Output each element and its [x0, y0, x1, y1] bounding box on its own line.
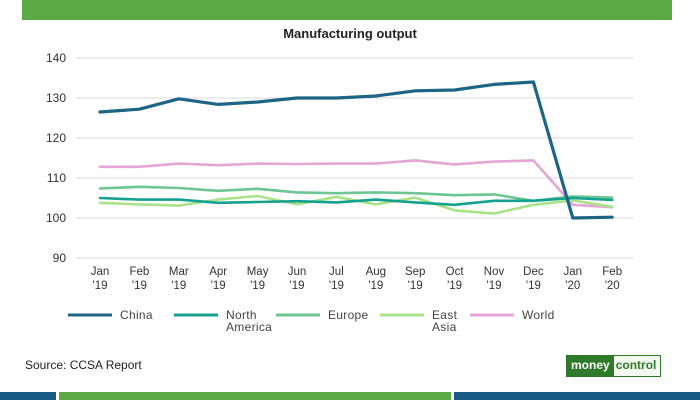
x-tick-label: '20	[605, 280, 620, 292]
x-tick-label: Nov	[484, 266, 505, 278]
legend-label: Asia	[432, 320, 457, 334]
bottom-bar-right	[454, 392, 700, 400]
source-note: Source: CCSA Report	[25, 358, 142, 372]
x-tick-label: Jul	[329, 266, 344, 278]
x-tick-label: '19	[368, 280, 383, 292]
x-tick-label: '19	[487, 280, 502, 292]
top-accent-bar	[22, 0, 672, 20]
x-tick-label: '19	[93, 280, 108, 292]
x-tick-label: '19	[132, 280, 147, 292]
x-tick-label: Mar	[169, 266, 189, 278]
legend-label: East	[432, 308, 458, 322]
x-tick-label: Jan	[91, 266, 110, 278]
logo-part-money: money	[567, 356, 614, 376]
legend-label: China	[120, 308, 153, 322]
x-tick-label: '19	[171, 280, 186, 292]
x-tick-label: Jun	[288, 266, 307, 278]
x-tick-label: May	[247, 266, 269, 278]
legend-label: World	[522, 308, 555, 322]
line-chart: 90 100 110 120 130 140 Jan '19 Feb '19 Mar '19 Apr '1…	[46, 51, 634, 334]
x-tick-label: '19	[526, 280, 541, 292]
legend-label: North	[226, 308, 257, 322]
x-tick-label: Apr	[209, 266, 227, 278]
x-tick-label: '20	[565, 280, 580, 292]
bottom-bar-middle	[59, 392, 451, 400]
x-tick-label: Jan	[564, 266, 583, 278]
series-line	[98, 196, 614, 207]
logo-part-control: control	[613, 356, 661, 376]
chart-title: Manufacturing output	[283, 26, 417, 41]
x-tick-label: '19	[250, 280, 265, 292]
series-line	[98, 80, 614, 220]
x-tick-label: '19	[211, 280, 226, 292]
y-tick-label: 140	[46, 51, 66, 65]
x-tick-label: Dec	[523, 266, 544, 278]
x-tick-label: Aug	[366, 266, 386, 278]
legend-label: America	[226, 320, 272, 334]
y-tick-label: 110	[47, 171, 66, 185]
x-tick-label: Sep	[405, 266, 425, 278]
x-tick-label: '19	[329, 280, 344, 292]
y-tick-label: 90	[53, 251, 67, 265]
x-tick-label: '19	[408, 280, 423, 292]
bottom-bar-left	[0, 392, 56, 400]
legend-label: Europe	[328, 308, 369, 322]
moneycontrol-logo: money control	[566, 355, 662, 377]
x-tick-label: Oct	[446, 266, 465, 278]
x-tick-label: '19	[447, 280, 462, 292]
x-tick-label: Feb	[129, 266, 149, 278]
series-line	[98, 159, 614, 209]
x-tick-label: Feb	[602, 266, 622, 278]
y-tick-label: 120	[46, 131, 66, 145]
y-tick-label: 100	[46, 211, 66, 225]
y-tick-label: 130	[46, 91, 66, 105]
x-tick-label: '19	[290, 280, 305, 292]
